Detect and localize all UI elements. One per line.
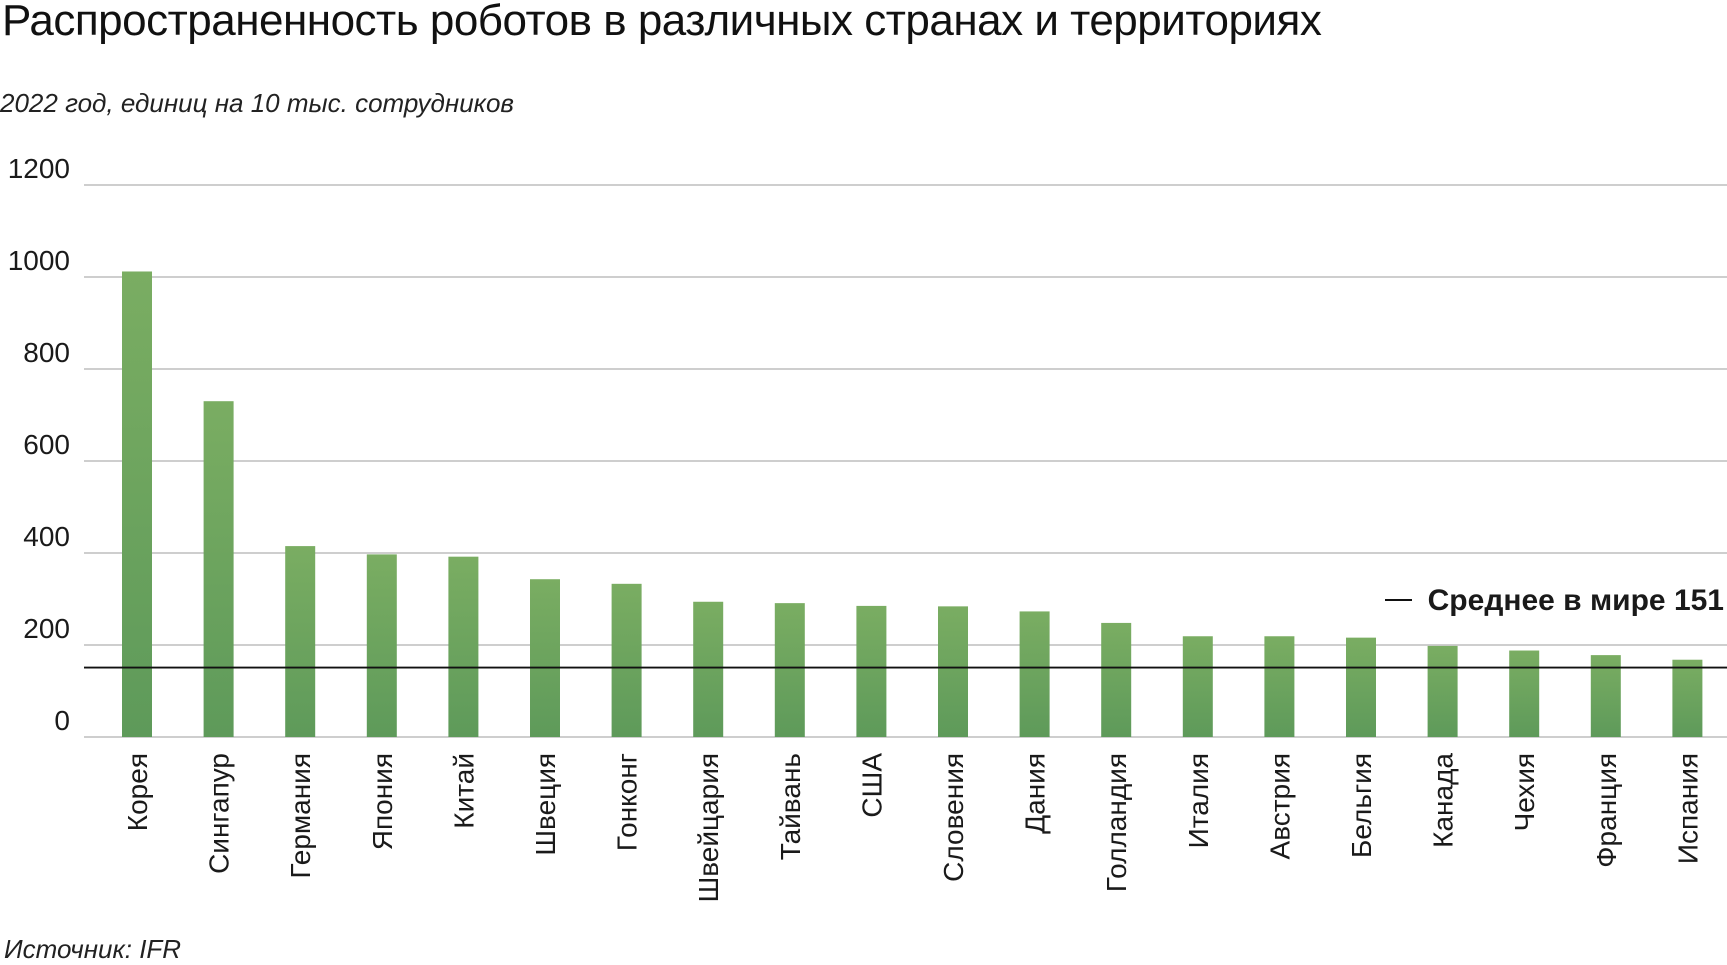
bar-7 xyxy=(611,583,642,737)
bar-1 xyxy=(122,271,152,737)
x-category-label: Китай xyxy=(448,753,479,829)
y-tick-label: 600 xyxy=(23,429,70,460)
bar-14 xyxy=(1182,636,1213,737)
bar-4 xyxy=(366,554,397,737)
bar-13 xyxy=(1101,622,1132,737)
x-category-label: Сингапур xyxy=(204,753,235,874)
x-axis-category-labels: Корея Сингапур Германия Япония Китай Швеция Го… xyxy=(122,753,1703,903)
x-category-label: Голландия xyxy=(1101,753,1132,892)
bar-11 xyxy=(938,606,968,737)
bar-10 xyxy=(856,605,887,737)
average-legend: Среднее в мире 151 xyxy=(1385,584,1724,617)
x-category-label: США xyxy=(856,753,887,818)
x-category-label: Австрия xyxy=(1264,753,1295,859)
bar-3 xyxy=(285,546,316,737)
chart-subtitle: 2022 год, единиц на 10 тыс. сотрудников xyxy=(0,88,514,118)
bar-20 xyxy=(1672,659,1703,737)
gridlines xyxy=(84,184,1727,738)
bar-18 xyxy=(1509,650,1540,737)
bar-6 xyxy=(530,579,560,737)
x-category-label: Испания xyxy=(1672,753,1703,864)
bar-19 xyxy=(1590,655,1621,737)
y-tick-label: 200 xyxy=(23,613,70,644)
source-note: Источник: IFR xyxy=(4,934,182,964)
bar-9 xyxy=(774,603,805,737)
x-category-label: Швейцария xyxy=(693,753,724,902)
bar-12 xyxy=(1019,611,1050,737)
bar-8 xyxy=(693,601,724,737)
x-category-label: Чехия xyxy=(1509,753,1540,831)
x-category-label: Корея xyxy=(122,753,153,831)
bar-5 xyxy=(448,556,479,737)
x-category-label: Италия xyxy=(1183,753,1214,848)
x-category-label: Япония xyxy=(367,753,398,850)
chart-title: Распространенность роботов в различных с… xyxy=(2,0,1322,45)
x-category-label: Дания xyxy=(1020,753,1051,834)
x-category-label: Канада xyxy=(1428,753,1459,848)
y-axis-tick-labels: 0 200 400 600 800 1000 1200 xyxy=(8,153,70,736)
average-legend-label: Среднее в мире 151 xyxy=(1428,584,1724,617)
x-category-label: Тайвань xyxy=(775,753,806,860)
x-category-label: Словения xyxy=(938,753,969,882)
bars xyxy=(122,271,1703,737)
x-category-label: Бельгия xyxy=(1346,753,1377,858)
y-tick-label: 1000 xyxy=(8,245,70,276)
bar-15 xyxy=(1264,636,1295,737)
bar-16 xyxy=(1346,637,1376,737)
x-category-label: Гонконг xyxy=(612,753,643,851)
y-tick-label: 0 xyxy=(54,705,70,736)
y-tick-label: 1200 xyxy=(8,153,70,184)
x-category-label: Швеция xyxy=(530,753,561,856)
bar-2 xyxy=(203,401,234,737)
bar-17 xyxy=(1427,645,1458,737)
y-tick-label: 400 xyxy=(23,521,70,552)
x-category-label: Франция xyxy=(1591,753,1622,868)
y-tick-label: 800 xyxy=(23,337,70,368)
x-category-label: Германия xyxy=(285,753,316,879)
